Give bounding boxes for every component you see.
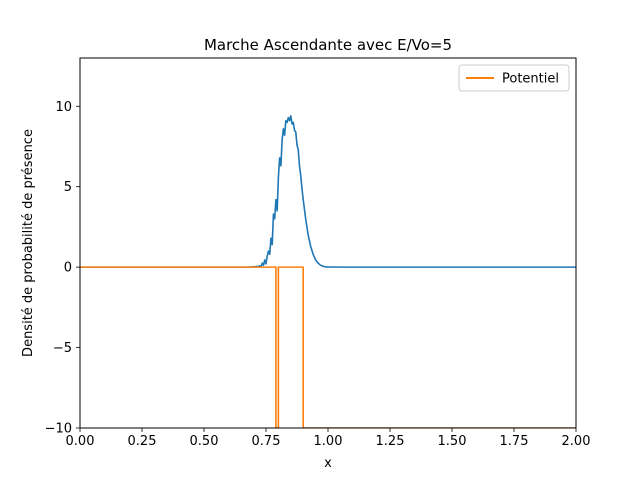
series-line-density xyxy=(80,115,576,268)
y-axis-label: Densité de probabilité de présence xyxy=(21,129,36,357)
y-tick-label: 0 xyxy=(64,261,72,276)
legend-box xyxy=(458,64,570,92)
series-line-potentiel xyxy=(80,266,576,428)
x-tick-label: 1.75 xyxy=(500,434,529,449)
x-tick-label: 0.25 xyxy=(128,434,157,449)
y-tick-label: 5 xyxy=(64,180,72,195)
y-tick-label: −5 xyxy=(53,341,72,356)
y-tick-label: −10 xyxy=(45,422,72,437)
legend: Potentiel xyxy=(458,64,570,92)
x-tick-label: 1.25 xyxy=(376,434,405,449)
x-axis: 0.00 0.25 0.50 0.75 1.00 1.25 1.50 1.75 2.00 xyxy=(66,428,591,449)
x-axis-label: x xyxy=(324,456,332,471)
y-axis: −10 −5 0 5 10 xyxy=(45,100,80,437)
x-tick-label: 0.75 xyxy=(252,434,281,449)
chart-title: Marche Ascendante avec E/Vo=5 xyxy=(204,36,452,54)
plot-area xyxy=(80,115,576,428)
x-tick-label: 0.00 xyxy=(66,434,95,449)
x-tick-label: 1.00 xyxy=(314,434,343,449)
legend-label-potentiel: Potentiel xyxy=(502,72,559,87)
y-tick-label: 10 xyxy=(55,100,72,115)
x-tick-label: 2.00 xyxy=(562,434,591,449)
plot-frame xyxy=(79,57,577,429)
x-tick-label: 0.50 xyxy=(190,434,219,449)
x-tick-label: 1.50 xyxy=(438,434,467,449)
